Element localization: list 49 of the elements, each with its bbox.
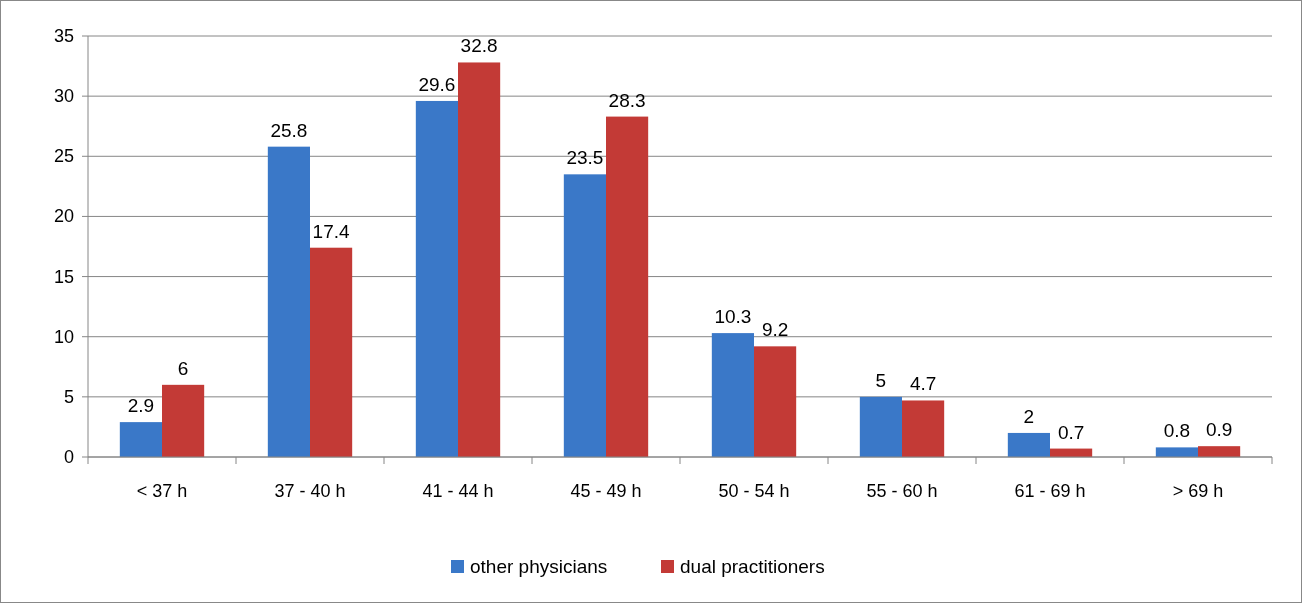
bar xyxy=(606,116,649,457)
bar xyxy=(902,400,945,457)
bar xyxy=(1155,447,1198,457)
data-label: 6 xyxy=(177,357,189,379)
bar xyxy=(1007,432,1050,457)
legend-label: dual practitioners xyxy=(680,556,825,577)
data-label: 28.3 xyxy=(608,89,646,111)
x-tick-label: > 69 h xyxy=(1172,481,1224,501)
y-tick-label: 0 xyxy=(63,447,74,467)
bar xyxy=(162,384,205,457)
data-label: 9.2 xyxy=(761,319,789,341)
y-tick-label: 10 xyxy=(53,326,74,347)
data-label: 2.9 xyxy=(127,395,155,417)
y-tick-label: 35 xyxy=(53,26,74,46)
x-tick-label: 55 - 60 h xyxy=(866,481,938,501)
bar xyxy=(563,174,606,457)
x-tick-label: 50 - 54 h xyxy=(718,481,790,501)
y-tick-label: 20 xyxy=(53,206,74,227)
x-tick-label: 41 - 44 h xyxy=(422,481,494,501)
bar xyxy=(267,146,310,457)
y-tick-label: 15 xyxy=(53,266,74,287)
bar xyxy=(310,247,353,457)
bar xyxy=(859,396,902,457)
bar xyxy=(754,346,797,457)
data-label: 10.3 xyxy=(714,306,752,328)
data-label: 2 xyxy=(1023,405,1035,427)
bar xyxy=(119,422,162,457)
bar xyxy=(415,100,458,457)
data-label: 17.4 xyxy=(312,220,351,242)
y-tick-label: 30 xyxy=(53,86,74,107)
data-label: 0.7 xyxy=(1057,421,1085,443)
x-tick-label: 37 - 40 h xyxy=(274,481,346,501)
data-label: 4.7 xyxy=(909,373,937,395)
data-label: 29.6 xyxy=(418,73,456,95)
bar xyxy=(1198,446,1241,457)
bar xyxy=(711,333,754,457)
data-label: 23.5 xyxy=(566,147,604,169)
data-label: 0.9 xyxy=(1205,419,1233,441)
bar xyxy=(458,62,501,457)
x-tick-label: 61 - 69 h xyxy=(1014,481,1086,501)
data-label: 5 xyxy=(875,369,887,391)
y-tick-label: 25 xyxy=(53,146,74,167)
y-tick-label: 5 xyxy=(63,386,74,407)
data-label: 25.8 xyxy=(270,119,308,141)
data-label: 32.8 xyxy=(460,35,498,57)
x-tick-label: < 37 h xyxy=(136,481,188,501)
x-tick-label: 45 - 49 h xyxy=(570,481,642,501)
data-label: 0.8 xyxy=(1163,420,1191,442)
legend-label: other physicians xyxy=(470,556,608,577)
